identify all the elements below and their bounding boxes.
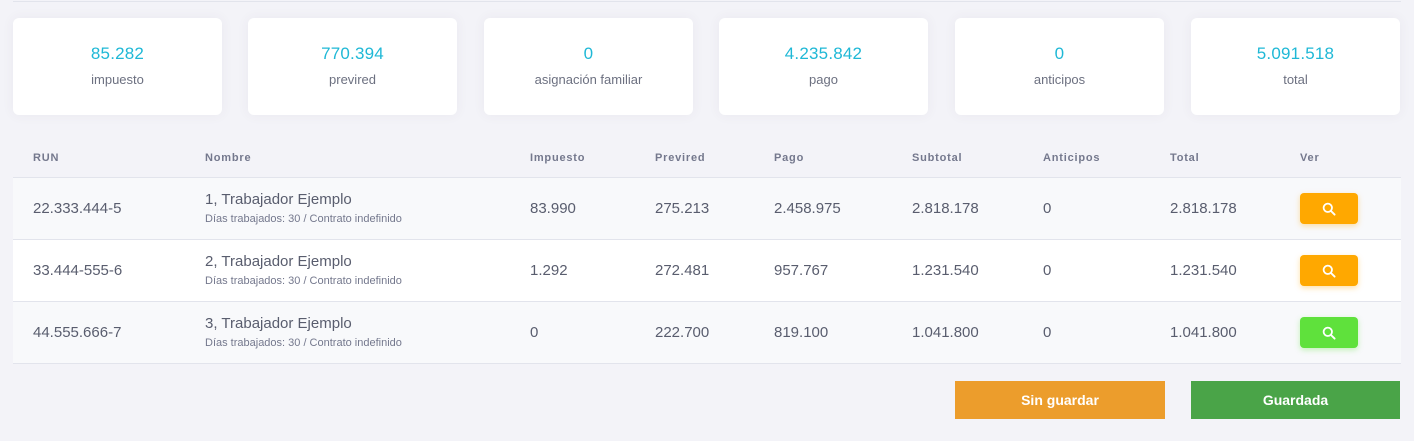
card-label: total [1283,72,1308,87]
cell-detalle: Días trabajados: 30 / Contrato indefinid… [205,337,402,349]
card-value: 770.394 [321,44,384,63]
cell-subtotal: 2.818.178 [912,200,979,217]
cell-run: 22.333.444-5 [33,200,122,217]
header-ver: Ver [1300,152,1320,164]
cell-detalle: Días trabajados: 30 / Contrato indefinid… [205,213,402,225]
cell-nombre: 3, Trabajador Ejemplo [205,315,352,332]
cell-run: 33.444-555-6 [33,262,123,279]
liquidaciones-table: RUN Nombre Impuesto Previred Pago Subtot… [13,140,1401,364]
cell-previred: 272.481 [655,262,710,279]
summary-cards: 85.282 impuesto 770.394 previred 0 asign… [13,18,1401,115]
cell-pago: 819.100 [774,324,829,341]
cell-detalle: Días trabajados: 30 / Contrato indefinid… [205,275,402,287]
table-row: 44.555.666-7 3, Trabajador Ejemplo Días … [13,302,1401,364]
card-label: asignación familiar [534,72,643,87]
summary-card-anticipos: 0 anticipos [955,18,1164,115]
cell-subtotal: 1.231.540 [912,262,979,279]
header-total: Total [1170,152,1200,164]
search-icon [1322,326,1336,340]
header-pago: Pago [774,152,805,164]
cell-run: 44.555.666-7 [33,324,122,341]
cell-nombre: 2, Trabajador Ejemplo [205,253,352,270]
cell-previred: 222.700 [655,324,710,341]
header-impuesto: Impuesto [530,152,586,164]
summary-card-pago: 4.235.842 pago [719,18,928,115]
header-run: RUN [33,152,60,164]
cell-anticipos: 0 [1043,262,1052,279]
cell-total: 2.818.178 [1170,200,1237,217]
card-value: 85.282 [90,44,145,63]
cell-pago: 2.458.975 [774,200,841,217]
card-value: 0 [1054,44,1065,63]
sin-guardar-button[interactable]: Sin guardar [955,381,1165,419]
summary-card-impuesto: 85.282 impuesto [13,18,222,115]
table-header: RUN Nombre Impuesto Previred Pago Subtot… [13,140,1401,178]
card-value: 4.235.842 [784,44,863,63]
summary-card-asignacion-familiar: 0 asignación familiar [484,18,693,115]
ver-button[interactable] [1300,193,1358,224]
card-label: impuesto [91,72,144,87]
cell-previred: 275.213 [655,200,710,217]
top-divider [13,0,1401,2]
search-icon [1322,264,1336,278]
header-subtotal: Subtotal [912,152,963,164]
cell-impuesto: 1.292 [530,262,568,279]
card-value: 0 [583,44,594,63]
search-icon [1322,202,1336,216]
table-row: 22.333.444-5 1, Trabajador Ejemplo Días … [13,178,1401,240]
header-previred: Previred [655,152,706,164]
card-label: anticipos [1033,72,1086,87]
cell-pago: 957.767 [774,262,829,279]
table-row: 33.444-555-6 2, Trabajador Ejemplo Días … [13,240,1401,302]
cell-subtotal: 1.041.800 [912,324,979,341]
card-label: previred [329,72,376,87]
card-value: 5.091.518 [1256,44,1335,63]
cell-total: 1.231.540 [1170,262,1237,279]
ver-button[interactable] [1300,317,1358,348]
cell-anticipos: 0 [1043,324,1052,341]
card-label: pago [809,72,838,87]
cell-nombre: 1, Trabajador Ejemplo [205,191,352,208]
cell-total: 1.041.800 [1170,324,1237,341]
summary-card-total: 5.091.518 total [1191,18,1400,115]
actions-bar: Sin guardar Guardada [0,381,1414,419]
header-anticipos: Anticipos [1043,152,1101,164]
summary-card-previred: 770.394 previred [248,18,457,115]
cell-impuesto: 0 [530,324,539,341]
cell-impuesto: 83.990 [530,200,576,217]
ver-button[interactable] [1300,255,1358,286]
cell-anticipos: 0 [1043,200,1052,217]
guardada-button[interactable]: Guardada [1191,381,1400,419]
header-nombre: Nombre [205,152,252,164]
